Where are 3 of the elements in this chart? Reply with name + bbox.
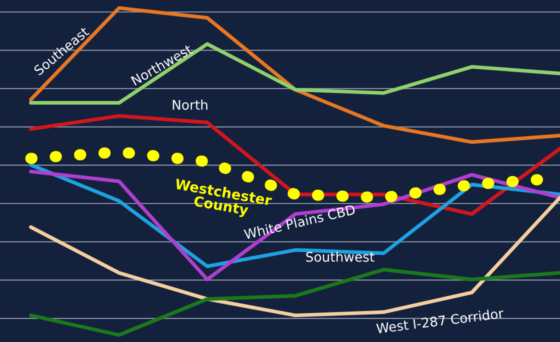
text: West I-287 Corridor <box>376 308 504 334</box>
series-label: North <box>172 100 208 110</box>
series-label: Southwest <box>306 252 374 262</box>
